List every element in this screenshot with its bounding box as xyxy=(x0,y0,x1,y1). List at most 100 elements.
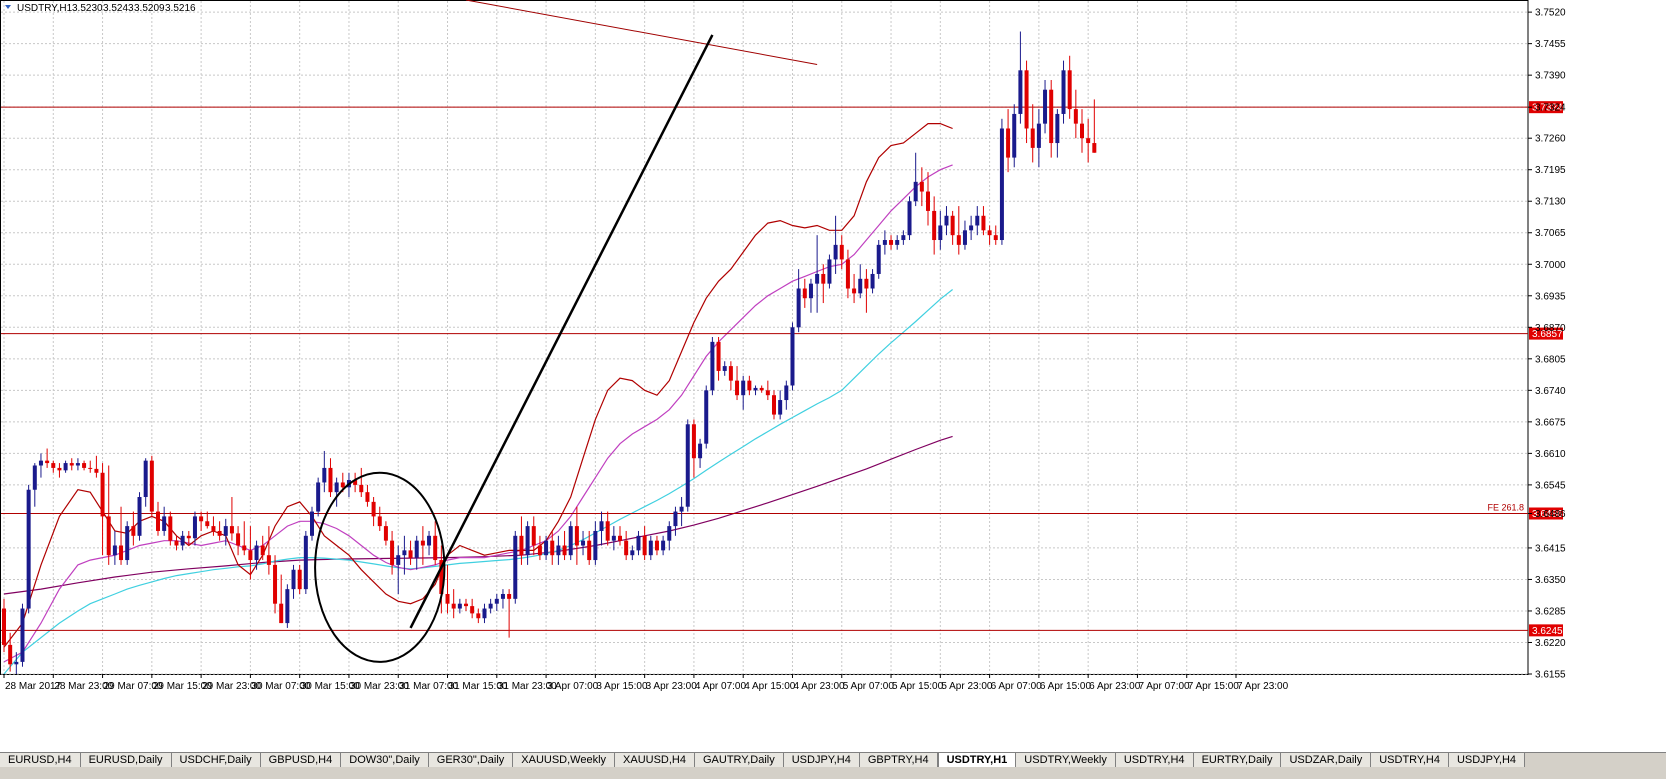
candle-body-bull xyxy=(494,598,499,604)
trendline[interactable] xyxy=(409,34,714,629)
candle-body-bear xyxy=(266,555,271,565)
candle-body-bull xyxy=(291,569,296,590)
candle-body-bear xyxy=(950,215,955,236)
chart-tab[interactable]: USDJPY,H4 xyxy=(783,753,860,767)
x-tick-label: 4 Apr 07:00 xyxy=(695,681,747,692)
chart-tab[interactable]: XAUUSD,H4 xyxy=(615,753,695,767)
candle-body-bull xyxy=(581,540,586,546)
chart-tab[interactable]: USDTRY,H1 xyxy=(937,753,1017,767)
x-tick-label: 31 Mar 23:00 xyxy=(498,681,557,692)
candle-body-bull xyxy=(414,540,419,558)
header-high: 3.5243 xyxy=(103,3,134,14)
candle-body-bull xyxy=(427,535,432,546)
x-tick-label: 4 Apr 23:00 xyxy=(793,681,845,692)
chart-tab[interactable]: GBPUSD,H4 xyxy=(260,753,342,767)
candle-body-bear xyxy=(864,278,869,289)
candle-body-bull xyxy=(396,555,401,565)
candle-body-bull xyxy=(944,215,949,226)
y-tick-label: 3.6675 xyxy=(1535,417,1566,428)
candle-body-bear xyxy=(88,467,93,469)
candle-body-bear xyxy=(747,380,752,391)
candle-body-bull xyxy=(14,661,19,665)
chart-tab[interactable]: GER30",Daily xyxy=(428,753,514,767)
candle-body-bear xyxy=(69,463,74,466)
candle-body-bear xyxy=(735,380,740,396)
chart-tab[interactable]: XAUUSD,Weekly xyxy=(513,753,616,767)
candle-body-bear xyxy=(1080,123,1084,139)
candle-body-bear xyxy=(2,608,6,645)
chart-tab[interactable]: GBPTRY,H4 xyxy=(859,753,938,767)
candle-body-bear xyxy=(106,516,111,556)
candle-body-bull xyxy=(1043,89,1048,124)
candle-body-bear xyxy=(1006,128,1011,158)
candle-body-bear xyxy=(765,390,770,396)
level-price-tag xyxy=(1529,624,1563,637)
x-tick-label: 29 Mar 23:00 xyxy=(202,681,261,692)
circle-annotation[interactable] xyxy=(314,471,446,663)
chart-tab[interactable]: GAUTRY,Daily xyxy=(695,753,784,767)
level-price-tag xyxy=(1529,327,1563,340)
dropdown-triangle-icon[interactable] xyxy=(5,5,11,9)
candle-body-bear xyxy=(919,181,924,192)
candle-body-bear xyxy=(716,341,721,371)
ma-medium-line xyxy=(3,164,953,663)
chart-tab[interactable]: EURUSD,Daily xyxy=(80,753,172,767)
chart-tab[interactable]: USDTRY,H4 xyxy=(1115,753,1194,767)
candle-body-bull xyxy=(303,535,308,590)
chart-tab[interactable]: DOW30",Daily xyxy=(341,753,429,767)
x-tick-label: 6 Apr 15:00 xyxy=(1040,681,1092,692)
candle-body-bull xyxy=(685,424,690,507)
candle-body-bull xyxy=(784,385,789,401)
candle-body-bull xyxy=(1055,113,1060,144)
ma-slow-line xyxy=(3,289,953,675)
candle-body-bear xyxy=(642,535,647,556)
candle-body-bull xyxy=(913,181,918,202)
candle-body-bear xyxy=(420,540,425,546)
x-tick-label: 3 Apr 07:00 xyxy=(547,681,599,692)
candle-body-bear xyxy=(759,387,764,391)
y-tick-label: 3.7130 xyxy=(1535,197,1566,208)
drawings[interactable] xyxy=(314,0,818,663)
candle-body-bull xyxy=(544,540,549,556)
candle-body-bull xyxy=(901,235,906,241)
chart-tab[interactable]: USDCHF,Daily xyxy=(171,753,261,767)
candle-body-bear xyxy=(926,191,930,211)
candle-body-bear xyxy=(839,244,844,260)
chart-header: USDTRY,H1 3.5230 3.5243 3.5209 3.5216 xyxy=(5,3,196,14)
candle-body-bear xyxy=(531,526,536,546)
trendline[interactable] xyxy=(465,0,818,65)
candle-body-bull xyxy=(938,225,943,241)
chart-tab[interactable]: USDJPY,H4 xyxy=(1448,753,1526,767)
candle-body-bull xyxy=(192,516,197,539)
candle-body-bear xyxy=(297,569,302,590)
chart-tab[interactable]: USDTRY,Weekly xyxy=(1016,753,1116,767)
candle-body-bull xyxy=(20,608,25,662)
candle-body-bull xyxy=(488,603,493,609)
chart-tab[interactable]: USDZAR,Daily xyxy=(1281,753,1372,767)
candle-body-bear xyxy=(119,545,124,561)
chart-tab[interactable]: USDTRY,H4 xyxy=(1371,753,1449,767)
candle-body-bull xyxy=(827,259,832,284)
candle-body-bull xyxy=(1018,70,1023,114)
candle-body-bear xyxy=(981,215,986,231)
candle-body-bull xyxy=(858,278,863,294)
candle-body-bear xyxy=(229,526,234,534)
chart-tab[interactable]: EURTRY,Daily xyxy=(1193,753,1282,767)
x-tick-label: 28 Mar 23:00 xyxy=(54,681,113,692)
candle-body-bull xyxy=(599,521,604,531)
candle-body-bear xyxy=(353,480,358,485)
candle-body-bear xyxy=(574,526,579,546)
candle-body-bull xyxy=(112,545,117,556)
horizontal-levels[interactable]: 3.7324 3.6857 3.6486 FE 261.8 3.6245 xyxy=(1,101,1563,637)
candle-body-bear xyxy=(100,472,105,517)
candle-body-bear xyxy=(174,540,179,546)
x-tick-label: 6 Apr 23:00 xyxy=(1089,681,1141,692)
x-tick-label: 5 Apr 23:00 xyxy=(941,681,993,692)
candle-body-bull xyxy=(999,128,1004,241)
candle-body-bull xyxy=(285,589,290,624)
chart-tab[interactable]: EURUSD,H4 xyxy=(0,753,81,767)
candle-body-bear xyxy=(383,526,388,541)
y-tick-label: 3.7000 xyxy=(1535,260,1566,271)
level-price-tag xyxy=(1529,507,1563,520)
